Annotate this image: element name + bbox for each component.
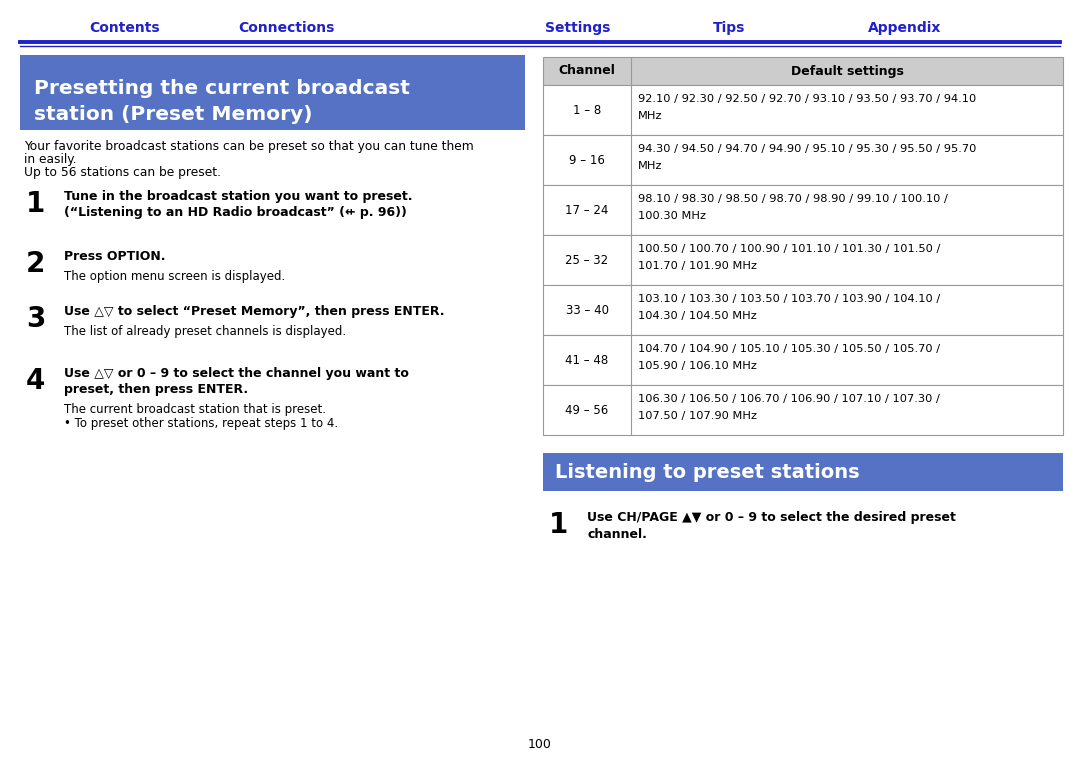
Text: Appendix: Appendix <box>868 21 942 35</box>
Text: • To preset other stations, repeat steps 1 to 4.: • To preset other stations, repeat steps… <box>64 417 338 430</box>
FancyBboxPatch shape <box>543 453 1063 491</box>
FancyBboxPatch shape <box>543 57 1063 85</box>
Text: 1: 1 <box>26 190 45 218</box>
Text: 101.70 / 101.90 MHz: 101.70 / 101.90 MHz <box>638 261 757 271</box>
Text: Tips: Tips <box>713 21 745 35</box>
Text: 4: 4 <box>26 367 45 395</box>
Text: 106.30 / 106.50 / 106.70 / 106.90 / 107.10 / 107.30 /: 106.30 / 106.50 / 106.70 / 106.90 / 107.… <box>638 394 940 404</box>
FancyBboxPatch shape <box>543 335 1063 385</box>
FancyBboxPatch shape <box>543 285 1063 335</box>
Text: 105.90 / 106.10 MHz: 105.90 / 106.10 MHz <box>638 361 757 371</box>
Text: Use △▽ or 0 – 9 to select the channel you want to: Use △▽ or 0 – 9 to select the channel yo… <box>64 367 409 380</box>
Text: Tune in the broadcast station you want to preset.: Tune in the broadcast station you want t… <box>64 190 413 203</box>
Text: 107.50 / 107.90 MHz: 107.50 / 107.90 MHz <box>638 411 757 421</box>
FancyBboxPatch shape <box>543 135 1063 185</box>
Text: 104.70 / 104.90 / 105.10 / 105.30 / 105.50 / 105.70 /: 104.70 / 104.90 / 105.10 / 105.30 / 105.… <box>638 344 940 354</box>
Text: 49 – 56: 49 – 56 <box>565 403 609 416</box>
Text: Default settings: Default settings <box>791 65 904 78</box>
Text: 100.50 / 100.70 / 100.90 / 101.10 / 101.30 / 101.50 /: 100.50 / 100.70 / 100.90 / 101.10 / 101.… <box>638 244 941 254</box>
Text: in easily.: in easily. <box>24 153 77 166</box>
Text: 100: 100 <box>528 738 552 752</box>
Text: The list of already preset channels is displayed.: The list of already preset channels is d… <box>64 325 346 338</box>
Text: 3: 3 <box>26 305 45 333</box>
Text: 9 – 16: 9 – 16 <box>569 154 605 167</box>
Text: Channel: Channel <box>558 65 616 78</box>
Text: 41 – 48: 41 – 48 <box>565 354 609 367</box>
Text: preset, then press ENTER.: preset, then press ENTER. <box>64 383 248 396</box>
Text: Use △▽ to select “Preset Memory”, then press ENTER.: Use △▽ to select “Preset Memory”, then p… <box>64 305 445 318</box>
Text: Presetting the current broadcast: Presetting the current broadcast <box>33 78 410 97</box>
Text: Your favorite broadcast stations can be preset so that you can tune them: Your favorite broadcast stations can be … <box>24 140 474 153</box>
Text: MHz: MHz <box>638 161 662 171</box>
Text: channel.: channel. <box>588 528 647 541</box>
Text: 1 – 8: 1 – 8 <box>572 103 602 116</box>
Text: MHz: MHz <box>638 111 662 121</box>
Text: 94.30 / 94.50 / 94.70 / 94.90 / 95.10 / 95.30 / 95.50 / 95.70: 94.30 / 94.50 / 94.70 / 94.90 / 95.10 / … <box>638 144 976 154</box>
Text: Press OPTION.: Press OPTION. <box>64 250 165 263</box>
FancyBboxPatch shape <box>21 55 525 130</box>
Text: 100.30 MHz: 100.30 MHz <box>638 211 706 221</box>
Text: 103.10 / 103.30 / 103.50 / 103.70 / 103.90 / 104.10 /: 103.10 / 103.30 / 103.50 / 103.70 / 103.… <box>638 294 941 304</box>
Text: Contents: Contents <box>89 21 160 35</box>
FancyBboxPatch shape <box>543 385 1063 435</box>
Text: 25 – 32: 25 – 32 <box>566 253 608 266</box>
Text: 2: 2 <box>26 250 45 278</box>
FancyBboxPatch shape <box>543 235 1063 285</box>
Text: 17 – 24: 17 – 24 <box>565 203 609 216</box>
Text: Connections: Connections <box>238 21 335 35</box>
Text: Listening to preset stations: Listening to preset stations <box>555 463 860 482</box>
Text: 104.30 / 104.50 MHz: 104.30 / 104.50 MHz <box>638 311 757 321</box>
Text: (“Listening to an HD Radio broadcast” (⇷ p. 96)): (“Listening to an HD Radio broadcast” (⇷… <box>64 206 407 219</box>
Text: 1: 1 <box>549 511 568 539</box>
Text: Up to 56 stations can be preset.: Up to 56 stations can be preset. <box>24 166 221 179</box>
Text: 33 – 40: 33 – 40 <box>566 304 608 317</box>
FancyBboxPatch shape <box>543 85 1063 135</box>
Text: 98.10 / 98.30 / 98.50 / 98.70 / 98.90 / 99.10 / 100.10 /: 98.10 / 98.30 / 98.50 / 98.70 / 98.90 / … <box>638 194 948 204</box>
Text: 92.10 / 92.30 / 92.50 / 92.70 / 93.10 / 93.50 / 93.70 / 94.10: 92.10 / 92.30 / 92.50 / 92.70 / 93.10 / … <box>638 94 976 104</box>
Text: Settings: Settings <box>545 21 610 35</box>
Text: The current broadcast station that is preset.: The current broadcast station that is pr… <box>64 403 326 416</box>
FancyBboxPatch shape <box>543 185 1063 235</box>
Text: Use CH/PAGE ▲▼ or 0 – 9 to select the desired preset: Use CH/PAGE ▲▼ or 0 – 9 to select the de… <box>588 511 956 524</box>
Text: station (Preset Memory): station (Preset Memory) <box>33 106 312 125</box>
Text: The option menu screen is displayed.: The option menu screen is displayed. <box>64 270 285 283</box>
